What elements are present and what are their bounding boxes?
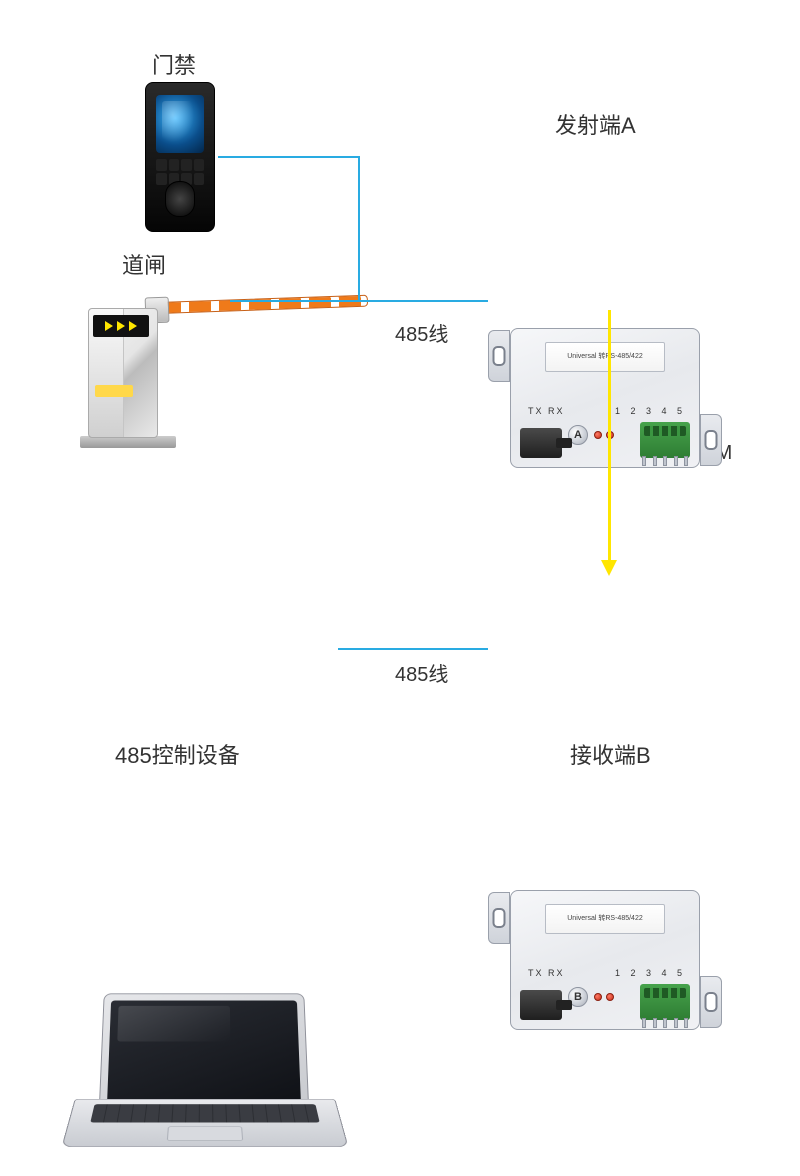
access-control-device (145, 82, 215, 232)
access-control-label: 门禁 (152, 48, 196, 80)
transmitter-label: 发射端A (555, 108, 636, 140)
edge-bus-to-transmitter (358, 300, 488, 302)
status-leds-icon (594, 993, 614, 1001)
gate-arm-icon (158, 295, 368, 314)
edge-485-top-label: 485线 (395, 318, 448, 347)
sc-port-icon (520, 428, 562, 458)
terminal-block-icon (640, 984, 690, 1020)
laptop-screen-icon (107, 1000, 301, 1105)
edge-gate-to-bus (230, 300, 360, 302)
terminal-block-icon (640, 422, 690, 458)
laptop-label: 485控制设备 (115, 738, 240, 770)
gate-label: 道闸 (122, 248, 166, 280)
device-screen-icon (156, 95, 204, 153)
keyboard-icon (90, 1104, 319, 1122)
mount-ear-icon (700, 414, 722, 466)
sc-port-icon (520, 990, 562, 1020)
mount-ear-icon (488, 892, 510, 944)
brand-strip-icon (95, 385, 133, 397)
laptop-device (74, 986, 336, 1176)
fingerprint-icon (165, 181, 195, 217)
edge-bus-vertical (358, 156, 360, 302)
receiver-label: 接收端B (570, 738, 651, 770)
transmitter-device: Universal 转RS-485/422 TX RX 1 2 3 4 5 A (510, 328, 700, 468)
receiver-device: Universal 转RS-485/422 TX RX 1 2 3 4 5 B (510, 890, 700, 1030)
trackpad-icon (167, 1126, 243, 1141)
device-plate-label: Universal 转RS-485/422 (545, 342, 665, 372)
status-leds-icon (594, 431, 614, 439)
mount-ear-icon (700, 976, 722, 1028)
chevrons-icon (93, 315, 149, 337)
barrier-gate-device (80, 278, 380, 448)
edge-laptop-to-receiver (338, 648, 488, 650)
edge-fiber (608, 310, 611, 564)
edge-485-bottom-label: 485线 (395, 658, 448, 687)
arrow-down-icon (601, 560, 617, 576)
device-plate-label: Universal 转RS-485/422 (545, 904, 665, 934)
mount-ear-icon (488, 330, 510, 382)
edge-access-to-bus (218, 156, 360, 158)
